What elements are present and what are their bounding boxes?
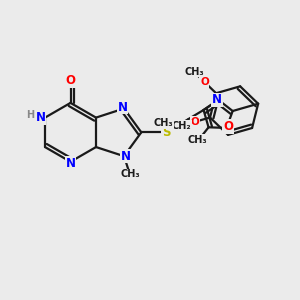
- Text: N: N: [212, 93, 222, 106]
- Text: CH₂: CH₂: [171, 121, 191, 131]
- Text: H: H: [26, 110, 34, 120]
- Text: CH₃: CH₃: [188, 135, 208, 145]
- Text: CH₃: CH₃: [120, 169, 140, 179]
- Text: O: O: [223, 120, 233, 133]
- Text: N: N: [121, 150, 130, 163]
- Text: S: S: [162, 126, 171, 139]
- Text: CH₃: CH₃: [154, 118, 173, 128]
- Text: N: N: [36, 111, 46, 124]
- Text: CH₃: CH₃: [184, 67, 204, 77]
- Text: N: N: [118, 100, 128, 113]
- Text: N: N: [65, 157, 76, 170]
- Text: O: O: [191, 117, 200, 127]
- Text: O: O: [65, 74, 76, 87]
- Text: O: O: [200, 77, 209, 87]
